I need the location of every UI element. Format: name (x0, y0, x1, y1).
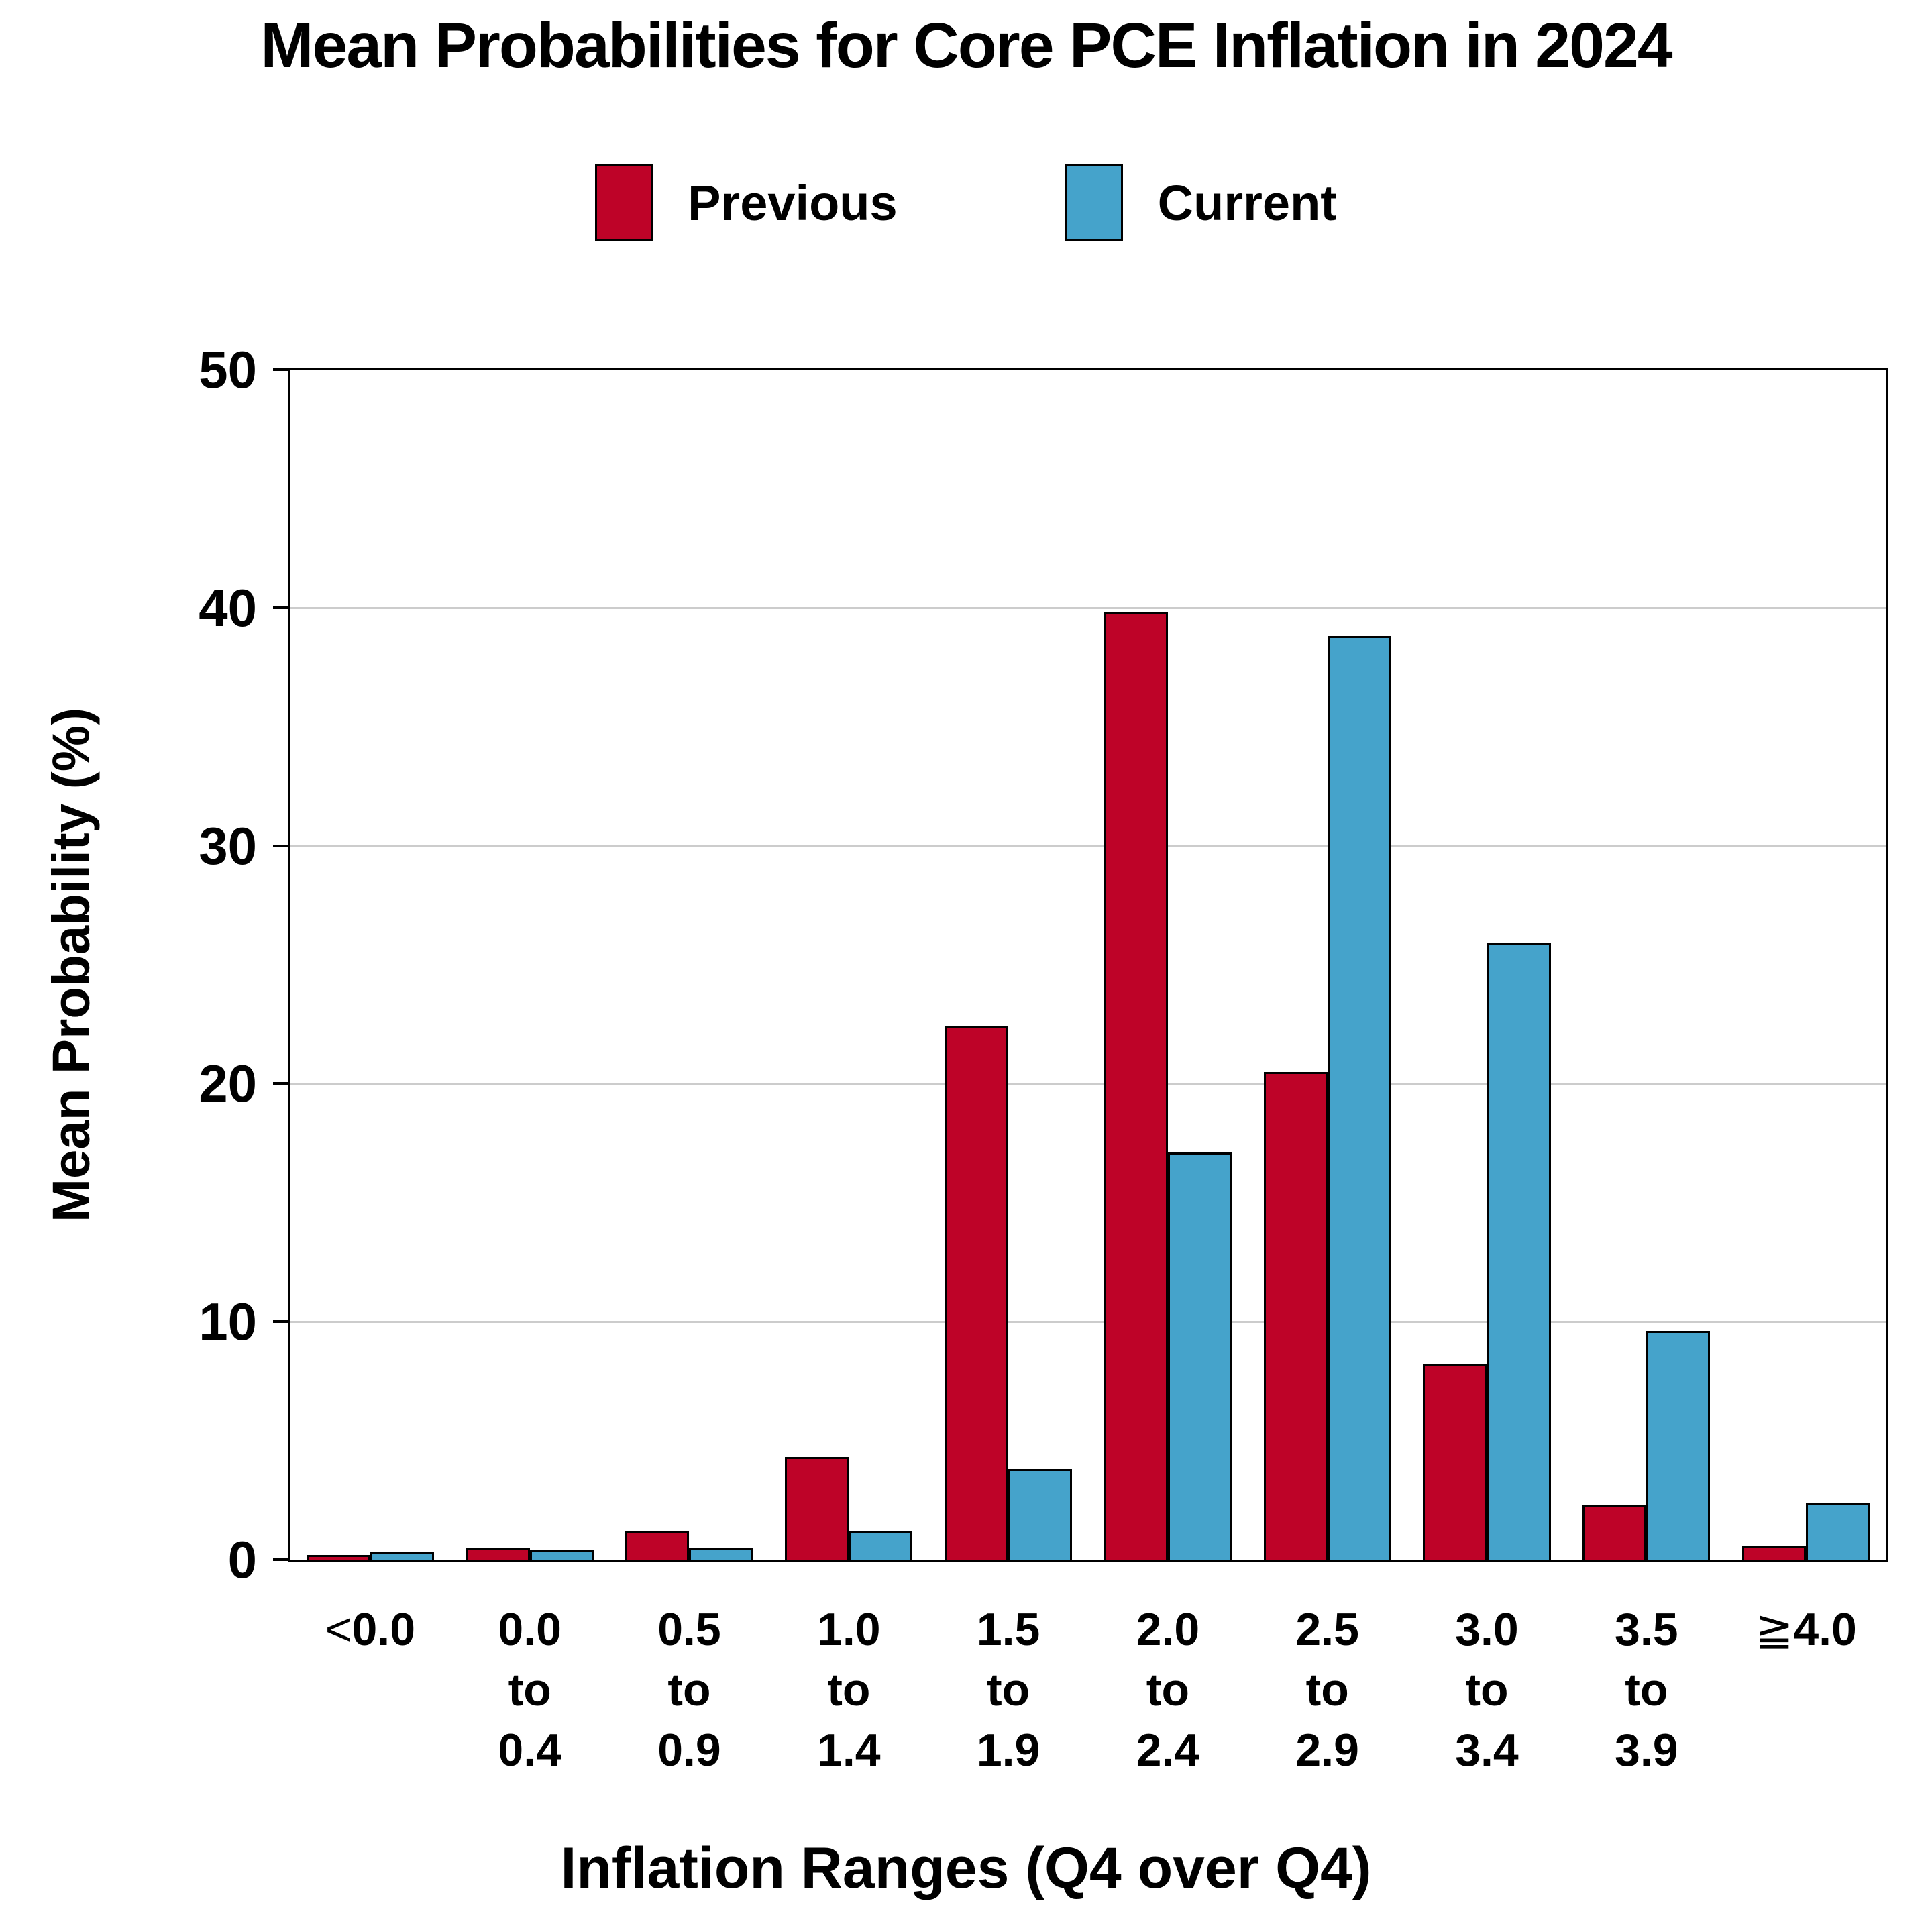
bar-current-2.0 to 2.4 (1167, 1152, 1232, 1560)
bar-group-3.0 to 3.4 (1407, 370, 1567, 1560)
bar-current-2.5 to 2.9 (1327, 636, 1391, 1560)
bar-group-<0.0 (290, 370, 450, 1560)
bar-current-<0.0 (370, 1552, 434, 1560)
x-tick-label-≧4.0: ≧4.0 (1755, 1604, 1857, 1655)
bar-group-1.0 to 1.4 (769, 370, 928, 1560)
legend-label-current: Current (1157, 174, 1337, 231)
bar-current-3.0 to 3.4 (1487, 943, 1551, 1560)
bar-previous-3.5 to 3.9 (1582, 1505, 1647, 1560)
legend-entry-previous: Previous (595, 164, 898, 241)
y-axis-title: Mean Probability (%) (41, 707, 101, 1222)
y-tick-mark-20 (273, 1082, 290, 1085)
y-tick-label-50: 50 (199, 340, 257, 399)
legend-swatch-current (1065, 164, 1123, 241)
gridline-40 (290, 606, 1886, 609)
y-tick-mark-30 (273, 844, 290, 847)
bar-previous-<0.0 (306, 1554, 370, 1560)
bar-previous-0.0 to 0.4 (466, 1548, 530, 1560)
bar-group-1.5 to 1.9 (928, 370, 1088, 1560)
bar-current-≧4.0 (1806, 1502, 1870, 1560)
bar-current-0.5 to 0.9 (689, 1548, 753, 1560)
plot-area: Mean Probability (%) 0 10 20 30 40 50 <0.0 0.0 t… (42, 340, 1888, 1776)
x-tick-label-0.5 to 0.9: 0.5 to 0.9 (657, 1604, 721, 1776)
bar-previous-≧4.0 (1741, 1545, 1807, 1560)
y-tick-label-30: 30 (199, 816, 257, 875)
x-tick-label-<0.0: <0.0 (325, 1604, 416, 1655)
bar-previous-0.5 to 0.9 (625, 1531, 690, 1560)
bar-previous-2.5 to 2.9 (1263, 1071, 1328, 1560)
bar-group-3.5 to 3.9 (1566, 370, 1726, 1560)
bar-group-2.5 to 2.9 (1248, 370, 1407, 1560)
y-tick-mark-50 (273, 368, 290, 371)
x-tick-label-3.0 to 3.4: 3.0 to 3.4 (1455, 1604, 1519, 1776)
bar-current-0.0 to 0.4 (529, 1550, 594, 1560)
gridline-30 (290, 845, 1886, 847)
bar-current-1.5 to 1.9 (1008, 1469, 1073, 1560)
x-tick-label-2.0 to 2.4: 2.0 to 2.4 (1136, 1604, 1200, 1776)
x-tick-label-1.5 to 1.9: 1.5 to 1.9 (976, 1604, 1040, 1776)
greater-equal-symbol: ≧ (1755, 1604, 1794, 1655)
bar-previous-3.0 to 3.4 (1423, 1364, 1487, 1560)
legend-swatch-previous (595, 164, 653, 241)
x-tick-label-1.0 to 1.4: 1.0 to 1.4 (817, 1604, 881, 1776)
bar-group-0.0 to 0.4 (450, 370, 610, 1560)
less-than-symbol: < (325, 1604, 352, 1655)
gridline-20 (290, 1083, 1886, 1085)
gridline-10 (290, 1321, 1886, 1324)
x-axis-title: Inflation Ranges (Q4 over Q4) (560, 1836, 1372, 1900)
bars-layer (290, 370, 1886, 1560)
chart-title: Mean Probabilities for Core PCE Inflatio… (260, 10, 1672, 81)
bar-group-2.0 to 2.4 (1088, 370, 1248, 1560)
bar-previous-2.0 to 2.4 (1104, 612, 1168, 1560)
y-tick-mark-40 (273, 606, 290, 609)
y-tick-label-20: 20 (199, 1054, 257, 1114)
x-tick-label-0.0 to 0.4: 0.0 to 0.4 (498, 1604, 561, 1776)
y-tick-label-0: 0 (227, 1530, 257, 1589)
y-tick-label-10: 10 (199, 1292, 257, 1352)
legend-label-previous: Previous (688, 174, 898, 231)
x-tick-label-3.5 to 3.9: 3.5 to 3.9 (1615, 1604, 1678, 1776)
bar-group-≧4.0 (1726, 370, 1886, 1560)
y-tick-mark-0 (273, 1558, 290, 1561)
bar-previous-1.5 to 1.9 (944, 1026, 1009, 1560)
legend: Previous Current (0, 161, 1932, 244)
x-tick-label-2.5 to 2.9: 2.5 to 2.9 (1295, 1604, 1359, 1776)
bar-previous-1.0 to 1.4 (785, 1457, 849, 1560)
bar-current-1.0 to 1.4 (849, 1531, 913, 1560)
bar-current-3.5 to 3.9 (1646, 1331, 1711, 1560)
y-tick-label-40: 40 (199, 578, 257, 637)
legend-entry-current: Current (1065, 164, 1337, 241)
bar-group-0.5 to 0.9 (610, 370, 769, 1560)
y-tick-mark-10 (273, 1320, 290, 1324)
